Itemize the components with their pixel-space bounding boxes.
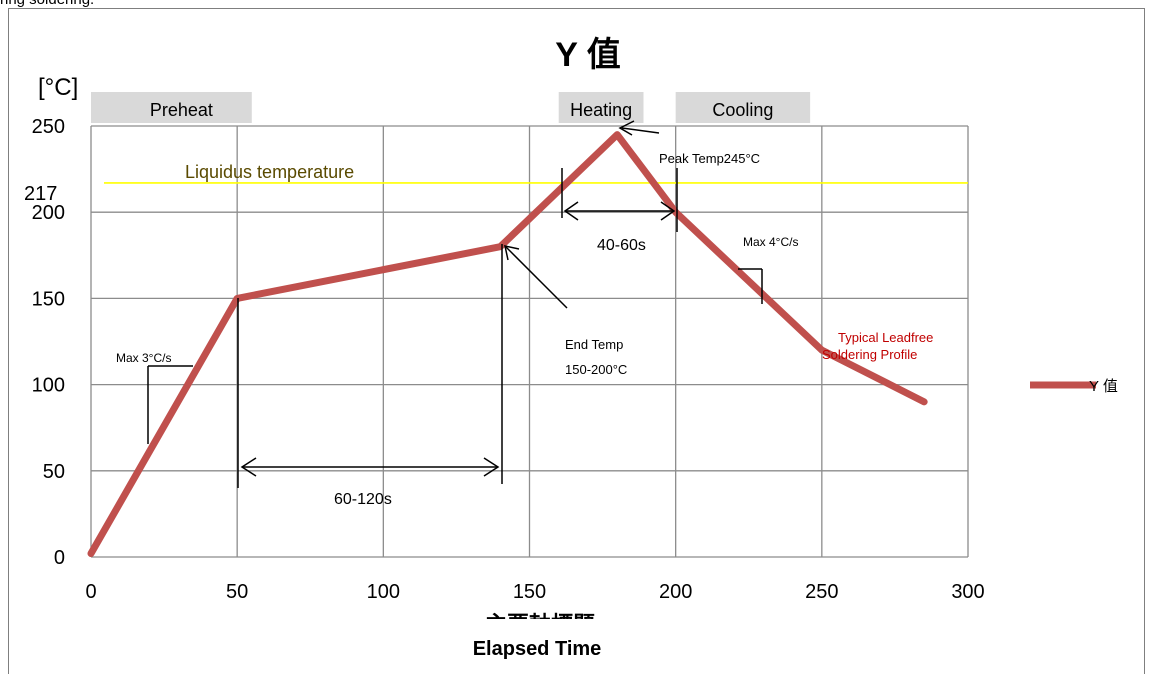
liquidus-arrow-right	[660, 201, 676, 221]
y-tick-150: 150	[32, 288, 65, 310]
x-axis-title: 主要軸標題	[485, 612, 596, 637]
bottom-title: Elapsed Time	[473, 638, 602, 660]
series-line-y-value	[87, 131, 928, 558]
peak-temp-label: Peak Temp245°C	[659, 151, 760, 166]
x-tick-0: 0	[85, 581, 96, 603]
legend-label: Y 值	[1089, 378, 1118, 395]
profile-label-line2: Soldering Profile	[822, 347, 917, 362]
peak-arrow-head	[618, 120, 635, 136]
x-tick-200: 200	[659, 581, 692, 603]
y-tick-50: 50	[43, 461, 65, 483]
y-axis-label: [°C]	[38, 74, 78, 101]
x-tick-labels: 0 50 100 150 200 250 300	[85, 581, 984, 603]
y-tick-250: 250	[32, 116, 65, 138]
liquidus-arrow-left	[563, 201, 579, 221]
chart-title: Y 值	[555, 36, 621, 74]
y-tick-labels: 0 50 100 150 200 250	[32, 116, 65, 569]
phase-label-heating: Heating	[570, 100, 632, 120]
end-temp-arrow-head	[504, 245, 520, 261]
x-tick-300: 300	[951, 581, 984, 603]
phase-label-preheat: Preheat	[150, 100, 213, 120]
x-tick-50: 50	[226, 581, 248, 603]
annotation-marks	[147, 120, 763, 488]
end-temp-pointer	[504, 245, 568, 309]
preheat-arrow-left	[240, 457, 257, 477]
x-tick-150: 150	[513, 581, 546, 603]
end-temp-label-line2: 150-200°C	[565, 362, 627, 377]
phase-bar-cooling	[675, 92, 811, 123]
y-tick-200: 200	[32, 202, 65, 224]
y-tick-0: 0	[54, 547, 65, 569]
chart-frame	[8, 8, 1145, 674]
preheat-duration-label: 60-120s	[334, 491, 392, 508]
peak-pointer	[621, 127, 660, 134]
grid	[90, 125, 969, 558]
heat-rate-label: Max 3°C/s	[116, 351, 171, 365]
x-tick-250: 250	[805, 581, 838, 603]
x-axis-title-clip: 主要軸標題	[485, 612, 596, 637]
phase-label-cooling: Cooling	[712, 100, 773, 120]
phase-bar-heating	[558, 92, 644, 123]
liquidus-duration-label: 40-60s	[597, 237, 646, 254]
x-tick-100: 100	[367, 581, 400, 603]
y-tick-100: 100	[32, 375, 65, 397]
end-temp-label-line1: End Temp	[565, 337, 623, 352]
profile-label-line1: Typical Leadfree	[838, 330, 933, 345]
phase-bars: Preheat Heating Cooling	[91, 92, 811, 123]
top-caption: ring soldering.	[0, 0, 94, 8]
cool-rate-label: Max 4°C/s	[743, 235, 798, 249]
liquidus-label: Liquidus temperature	[185, 162, 354, 182]
preheat-arrow-right	[483, 457, 500, 477]
phase-bar-preheat	[91, 92, 252, 123]
liquidus-tick-label: 217	[24, 183, 57, 205]
